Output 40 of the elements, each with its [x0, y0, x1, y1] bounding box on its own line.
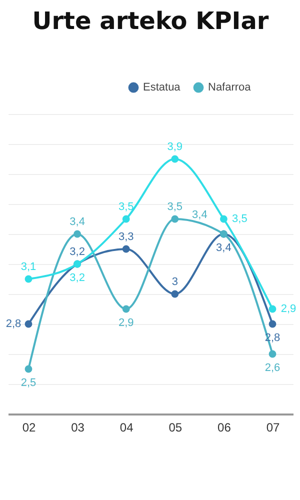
legend-label: Nafarroa	[208, 82, 252, 94]
x-tick-label: 06	[218, 420, 232, 434]
data-label: 3,5	[232, 213, 248, 225]
data-label: 2,8	[6, 318, 22, 330]
point	[171, 155, 179, 163]
chart-title: Urte arteko KPIar	[32, 7, 269, 35]
data-label: 3,5	[167, 201, 183, 213]
data-label: 3,9	[167, 141, 183, 153]
point	[171, 215, 179, 223]
point	[268, 305, 276, 313]
point	[74, 230, 82, 238]
point	[122, 215, 130, 223]
point	[122, 245, 130, 253]
x-tick-label: 04	[120, 420, 134, 434]
legend-label: Estatua	[143, 82, 182, 94]
data-label: 2,9	[118, 317, 134, 329]
data-label: 3,5	[118, 201, 134, 213]
point	[24, 320, 32, 328]
point	[220, 215, 228, 223]
point	[24, 275, 32, 283]
data-label: 2,5	[20, 377, 36, 389]
data-label: 3,2	[70, 272, 85, 284]
point	[24, 365, 32, 373]
data-label: 3,3	[118, 231, 134, 243]
data-label: 3,2	[70, 246, 85, 258]
data-label: 3	[172, 276, 178, 288]
data-label: 2,6	[264, 362, 280, 374]
data-label: 3,1	[20, 261, 36, 273]
point	[122, 305, 130, 313]
x-tick-label: 05	[168, 420, 182, 434]
x-tick-label: 03	[71, 420, 85, 434]
point	[171, 290, 179, 298]
data-label: 3,4	[192, 209, 208, 221]
point	[268, 320, 276, 328]
x-tick-label: 02	[22, 420, 36, 434]
data-label: 2,9	[280, 303, 296, 315]
data-label: 3,4	[70, 216, 85, 228]
data-label: 3,4	[216, 242, 232, 254]
point	[268, 350, 276, 358]
x-tick-label: 07	[266, 420, 280, 434]
